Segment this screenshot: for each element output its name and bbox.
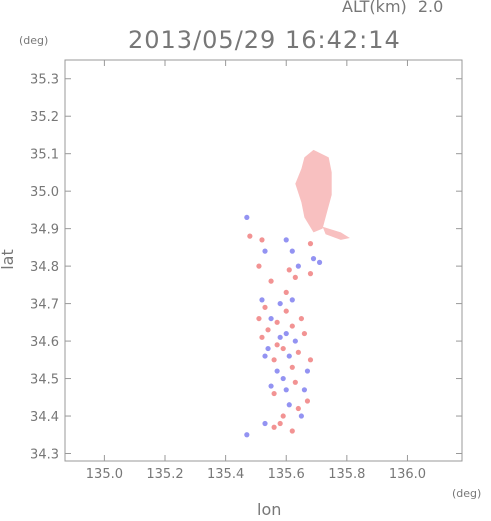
y-tick-label: 34.7	[30, 298, 59, 313]
data-point	[280, 345, 286, 352]
data-point	[289, 297, 295, 303]
data-point	[259, 334, 265, 340]
data-point	[289, 248, 295, 254]
data-point	[277, 334, 283, 340]
y-tick-label: 34.8	[30, 260, 59, 275]
data-point	[262, 353, 268, 359]
data-point	[292, 274, 298, 280]
altitude-label: ALT(km) 2.0	[342, 0, 443, 16]
x-tick-label: 135.6	[268, 467, 305, 482]
y-tick-label: 34.5	[30, 373, 59, 388]
data-point	[307, 357, 314, 363]
data-point	[283, 289, 289, 295]
data-point	[316, 259, 323, 265]
data-point	[295, 349, 301, 355]
data-point	[286, 402, 292, 408]
data-point	[271, 357, 277, 363]
data-point	[256, 315, 262, 322]
data-point	[307, 271, 314, 277]
data-point	[298, 315, 304, 322]
data-point	[256, 263, 262, 269]
data-point	[295, 405, 301, 412]
data-point	[262, 304, 268, 310]
data-point	[304, 368, 311, 374]
data-point	[292, 379, 298, 385]
data-point	[304, 398, 311, 404]
data-point	[274, 342, 280, 348]
data-point	[244, 214, 250, 221]
data-point	[274, 368, 280, 374]
data-point	[274, 319, 280, 325]
echo-region-north-cluster	[295, 149, 332, 233]
data-point	[280, 375, 286, 382]
echo-region-tail	[322, 226, 350, 240]
x-tick-label: 135.0	[86, 467, 123, 482]
x-tick-label: 135.8	[328, 467, 365, 482]
data-point	[268, 278, 274, 284]
x-axis-title: lon	[257, 500, 282, 519]
x-tick-label: 136.0	[389, 467, 426, 482]
plot-frame	[64, 59, 463, 462]
data-point	[265, 345, 271, 352]
data-point	[262, 248, 268, 254]
data-point	[301, 330, 308, 337]
data-point	[283, 308, 289, 314]
x-unit-label: (deg)	[452, 487, 482, 500]
data-point	[289, 364, 295, 370]
data-point	[265, 327, 271, 333]
y-unit-label: (deg)	[19, 34, 49, 47]
data-point	[271, 390, 277, 397]
y-tick-label: 35.3	[30, 73, 59, 88]
y-tick-label: 35.0	[30, 185, 59, 200]
data-point	[247, 233, 253, 239]
data-point	[268, 383, 274, 389]
y-axis-title: lat	[0, 249, 17, 270]
data-point	[277, 300, 283, 307]
y-tick-label: 34.9	[30, 223, 59, 238]
data-point	[244, 432, 250, 438]
data-point	[271, 424, 277, 430]
data-point	[289, 428, 295, 434]
y-tick-label: 35.2	[30, 110, 59, 125]
data-point	[286, 353, 292, 359]
altitude-label-text: ALT(km)	[342, 0, 407, 16]
data-point	[280, 413, 286, 419]
altitude-value: 2.0	[417, 0, 444, 16]
data-point	[298, 413, 304, 419]
y-tick-label: 35.1	[30, 148, 59, 163]
data-point	[307, 241, 314, 247]
data-point	[289, 323, 295, 329]
data-point	[259, 237, 265, 243]
y-tick-label: 34.4	[30, 410, 59, 425]
data-point	[283, 237, 289, 243]
data-point	[268, 315, 274, 322]
data-point	[310, 256, 317, 262]
timestamp-label: 2013/05/29 16:42:14	[128, 26, 401, 54]
data-point	[283, 387, 289, 393]
data-point	[292, 338, 298, 344]
data-point	[259, 297, 265, 303]
data-point	[301, 387, 308, 393]
data-point	[277, 420, 283, 427]
data-point	[283, 330, 289, 337]
y-tick-label: 34.3	[30, 448, 59, 463]
y-tick-label: 34.6	[30, 335, 59, 350]
x-tick-label: 135.2	[146, 467, 183, 482]
data-point	[262, 420, 268, 427]
data-point	[286, 267, 292, 273]
data-point	[295, 263, 301, 269]
x-tick-label: 135.4	[207, 467, 244, 482]
